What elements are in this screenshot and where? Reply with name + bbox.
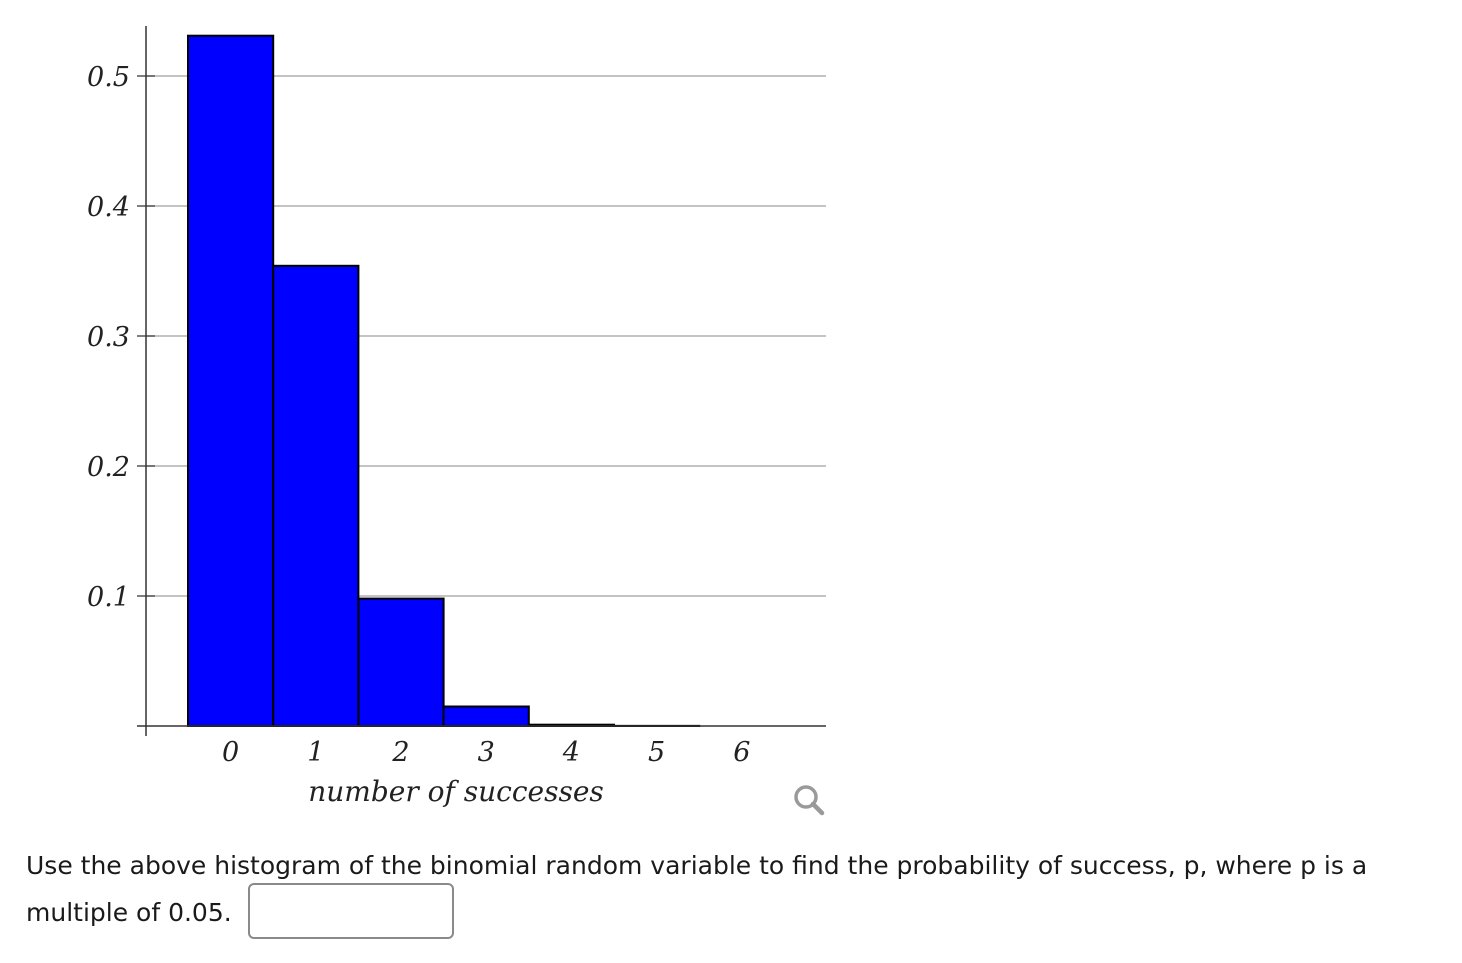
- histogram-bar: [357, 597, 445, 727]
- x-tick-label: 1: [307, 737, 324, 768]
- y-tick-label: 0.4: [87, 192, 130, 223]
- x-tick-label: 0: [222, 737, 239, 768]
- histogram-bar: [442, 705, 530, 727]
- tick-labels: 0.1 0.2 0.3 0.4 0.5 0 1 2 3 4 5 6: [87, 62, 750, 768]
- histogram-bars: [187, 34, 701, 728]
- x-tick-label: 6: [733, 737, 750, 768]
- histogram-chart: 0.1 0.2 0.3 0.4 0.5 0 1 2 3 4 5 6 number of success…: [87, 26, 826, 808]
- y-tick-label: 0.1: [87, 582, 130, 613]
- histogram-bar: [272, 264, 360, 727]
- question-text: Use the above histogram of the binomial …: [26, 851, 1368, 927]
- question-block: Use the above histogram of the binomial …: [26, 842, 1446, 939]
- x-tick-label: 2: [391, 737, 409, 768]
- magnifier-icon: [794, 785, 825, 816]
- y-tick-label: 0.5: [87, 62, 130, 93]
- axes: [137, 26, 826, 736]
- x-tick-label: 3: [478, 737, 495, 768]
- x-tick-label: 4: [562, 737, 580, 768]
- histogram-bar: [187, 34, 275, 727]
- x-tick-label: 5: [648, 737, 665, 768]
- answer-input[interactable]: [247, 883, 454, 939]
- y-tick-label: 0.3: [87, 322, 130, 353]
- y-tick-label: 0.2: [87, 452, 130, 483]
- x-axis-title: number of successes: [308, 775, 604, 808]
- zoom-button[interactable]: [789, 780, 829, 820]
